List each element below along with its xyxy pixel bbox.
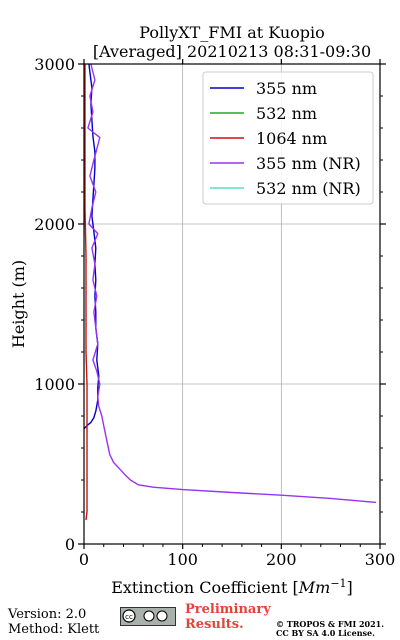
x-tick-label: 0 (79, 550, 89, 569)
svg-text:cc: cc (125, 613, 133, 621)
y-tick-label: 3000 (34, 55, 75, 74)
chart-subtitle: [Averaged] 20210213 08:31-09:30 (93, 42, 371, 61)
x-tick-label: 200 (266, 550, 297, 569)
copyright-text: © TROPOS & FMI 2021. CC BY SA 4.0 Licens… (276, 620, 384, 638)
legend-box (202, 71, 374, 205)
cc-icon (122, 609, 136, 623)
x-tick-label: 100 (167, 550, 198, 569)
chart-title: PollyXT_FMI at Kuopio (139, 23, 325, 42)
sa-icon (156, 610, 168, 622)
y-tick-label: 1000 (34, 375, 75, 394)
legend-label: 532 nm (NR) (256, 179, 361, 198)
series-lines (83, 63, 377, 521)
method-text: Method: Klett (8, 622, 100, 637)
copyright-line-2: CC BY SA 4.0 License. (276, 628, 375, 638)
copyright-line-1: © TROPOS & FMI 2021. (276, 619, 385, 629)
by-icon (143, 610, 155, 622)
y-tick-label: 0 (65, 535, 75, 554)
preliminary-results-text: Preliminary Results. (185, 602, 271, 632)
legend: 355 nm 532 nm 1064 nm 355 nm (NR) 532 nm (NR… (202, 71, 374, 205)
legend-label: 355 nm (NR) (256, 154, 361, 173)
x-tick-label: 300 (365, 550, 396, 569)
plot-frame (83, 63, 381, 545)
series-line-355-nm-nr- (87, 63, 377, 504)
series-line-355-nm (83, 63, 100, 430)
y-axis-label: Height (m) (9, 260, 28, 348)
cc-license-badge: cc (120, 607, 176, 626)
series-line-1064-nm (84, 64, 88, 521)
legend-label: 1064 nm (256, 129, 327, 148)
y-tick-label: 2000 (34, 215, 75, 234)
legend-label: 355 nm (256, 79, 317, 98)
version-text: Version: 2.0 (8, 607, 87, 622)
preliminary-line-2: Results. (185, 617, 244, 632)
legend-label: 532 nm (256, 104, 317, 123)
preliminary-line-1: Preliminary (185, 602, 271, 617)
x-axis-label: Extinction Coefficient [Mm−1] (111, 577, 353, 597)
